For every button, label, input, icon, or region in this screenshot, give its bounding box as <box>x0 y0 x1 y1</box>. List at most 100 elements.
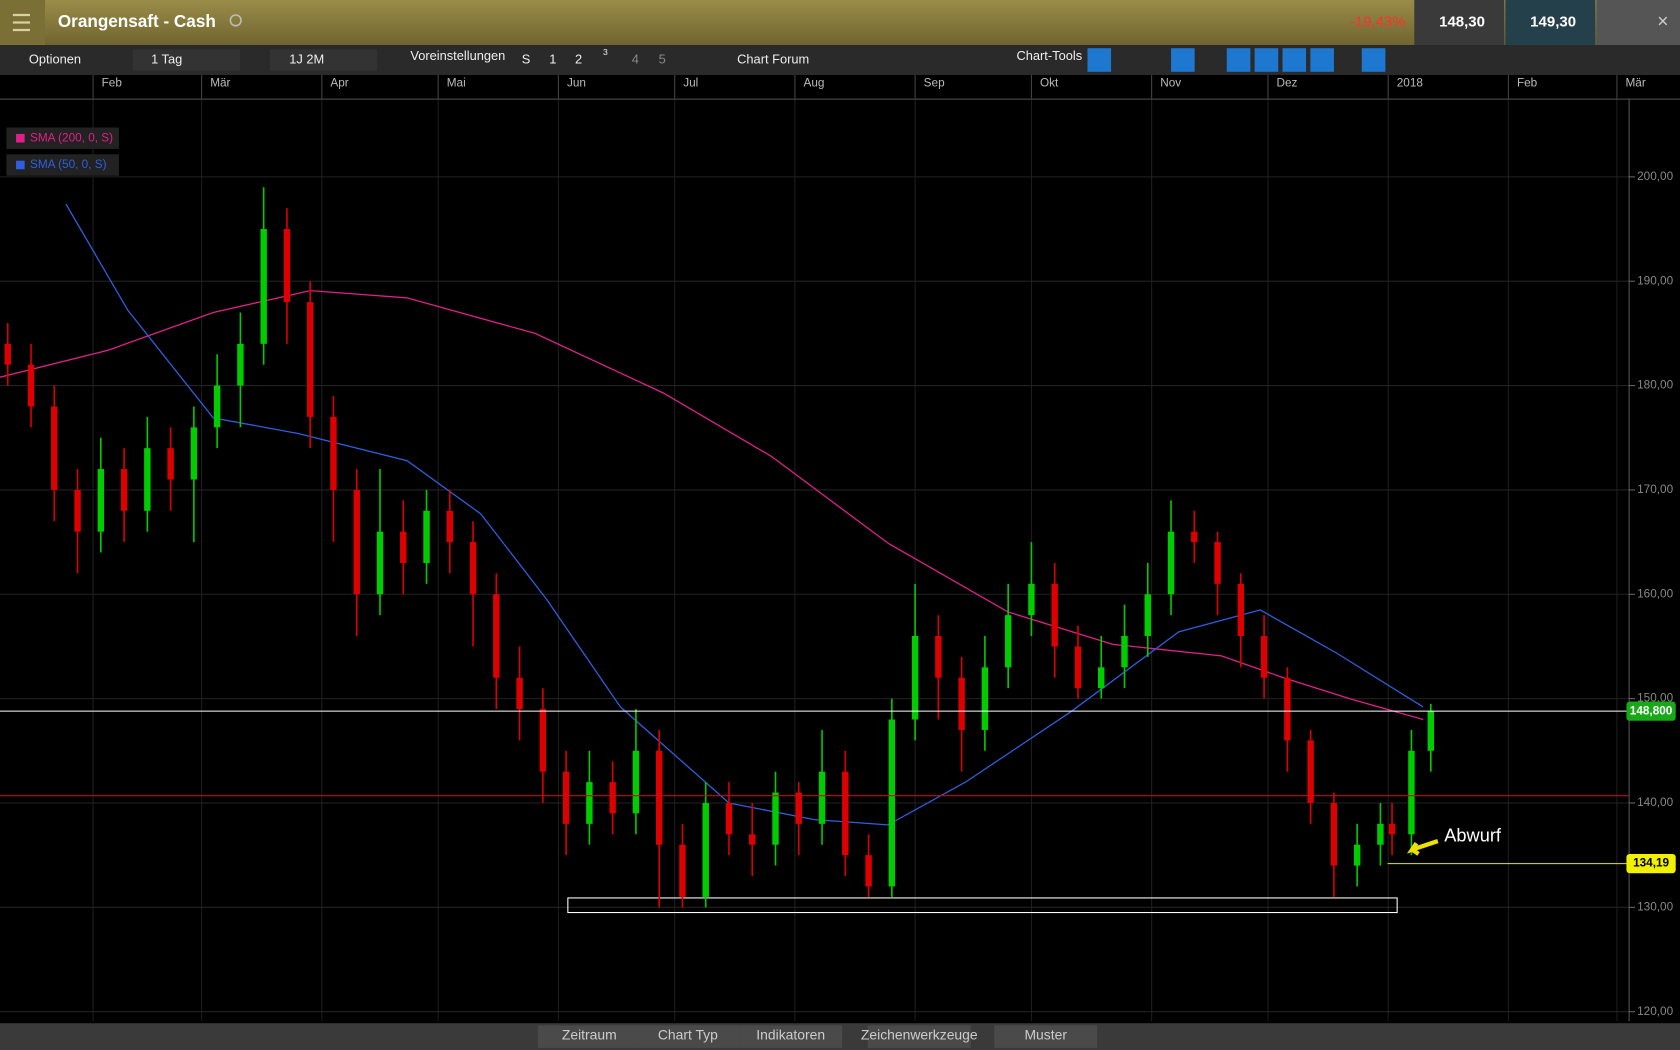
candle-body <box>306 302 314 417</box>
candle-body <box>609 782 616 814</box>
tool-button[interactable] <box>1361 48 1386 72</box>
legend-label: SMA (200, 0, S) <box>30 131 113 144</box>
legend-box[interactable] <box>6 127 119 149</box>
candle-body <box>655 750 663 845</box>
tool-button[interactable] <box>1254 48 1279 72</box>
change-percent: -19,43% <box>1350 13 1406 30</box>
footer-tab[interactable] <box>636 1025 740 1048</box>
preset-slot[interactable]: 5 <box>659 51 666 66</box>
footer-tab-label: Indikatoren <box>756 1027 825 1043</box>
search-icon[interactable] <box>229 14 242 27</box>
tool-button[interactable] <box>1087 48 1112 72</box>
candle-body <box>749 834 756 845</box>
preset-slots: S 1 2 3 4 5 <box>522 47 666 67</box>
x-tick-label: Apr <box>330 77 348 90</box>
candle-body <box>423 510 430 563</box>
x-tick-label: Feb <box>1517 77 1538 90</box>
candle-body <box>958 677 965 730</box>
footer-tab[interactable] <box>739 1025 843 1048</box>
y-tick-label: 170,00 <box>1637 483 1673 496</box>
candle-body <box>795 792 802 824</box>
footer-tab[interactable] <box>994 1025 1098 1048</box>
footer-tabs: Zeitraum Chart Typ Indikatoren Zeichenwerkz… <box>537 1025 1098 1048</box>
candle-body <box>400 531 407 563</box>
candle-body <box>330 416 337 490</box>
x-tick-label: Jun <box>567 77 586 90</box>
candle-body <box>190 427 198 480</box>
candle-body <box>1237 583 1245 637</box>
candle-body <box>144 448 151 511</box>
candle-body <box>632 750 640 814</box>
presets-button[interactable]: Voreinstellungen <box>410 48 505 63</box>
preset-slot[interactable]: 4 <box>632 51 639 66</box>
ask-price: 149,30 <box>1530 13 1576 30</box>
candle-body <box>1214 542 1221 584</box>
candle-body <box>911 636 919 720</box>
y-tick-label: 140,00 <box>1637 796 1673 809</box>
bid-price: 148,30 <box>1439 13 1485 30</box>
tool-button[interactable] <box>1226 48 1251 72</box>
candle-body <box>237 343 244 386</box>
candle-body <box>1330 802 1338 866</box>
candle-body <box>27 364 35 407</box>
x-tick-label: Mär <box>1626 77 1646 90</box>
candle-body <box>818 771 826 824</box>
x-tick-label: Sep <box>924 77 945 90</box>
forum-button[interactable]: Chart Forum <box>737 51 809 66</box>
candle-body <box>446 510 454 543</box>
window-controls <box>1596 0 1680 45</box>
candle-body <box>516 677 523 710</box>
candle-body <box>981 667 989 730</box>
candle-body <box>4 343 11 365</box>
candle-body <box>376 531 384 595</box>
preset-slot[interactable]: 1 <box>549 51 556 66</box>
interval-select[interactable] <box>132 49 240 71</box>
candle-body <box>1388 823 1396 835</box>
menu-icon <box>12 13 30 32</box>
range-text: 1J 2M <box>289 51 324 66</box>
toolbar <box>0 45 1680 75</box>
candle-body <box>1144 594 1151 637</box>
candle-body <box>935 636 942 678</box>
y-tick-label: 120,00 <box>1637 1005 1673 1018</box>
candle-body <box>51 406 58 490</box>
tool-button[interactable] <box>1310 48 1334 72</box>
options-button[interactable]: Optionen <box>29 51 81 66</box>
candle-body <box>1191 531 1198 543</box>
range-select[interactable] <box>270 49 378 71</box>
candle-body <box>1260 636 1268 678</box>
x-tick-label: 2018 <box>1397 77 1424 90</box>
y-tick-label: 130,00 <box>1637 900 1673 913</box>
candle-body <box>120 469 128 511</box>
candle-body <box>1028 583 1035 616</box>
preset-slot[interactable]: 2 <box>575 51 582 66</box>
footer-tab-label: Zeichenwerkzeuge <box>861 1027 978 1043</box>
y-tick-label: 180,00 <box>1637 379 1673 392</box>
legend-label: SMA (50, 0, S) <box>30 158 107 171</box>
tool-button[interactable] <box>1171 48 1195 72</box>
ask-box[interactable] <box>1505 0 1596 45</box>
preset-slot[interactable]: S <box>522 51 531 66</box>
bid-box[interactable] <box>1414 0 1505 45</box>
close-button[interactable]: × <box>1657 12 1668 33</box>
x-tick-label: Mär <box>210 77 230 90</box>
footer-tab[interactable] <box>867 1025 971 1048</box>
tool-button[interactable] <box>1282 48 1307 72</box>
footer-tab[interactable] <box>537 1025 641 1048</box>
y-tick-label: 190,00 <box>1637 274 1673 287</box>
candle-body <box>353 489 360 595</box>
candle-body <box>167 448 174 480</box>
footer-tab-label: Muster <box>1024 1027 1067 1043</box>
candle-body <box>842 771 849 856</box>
candle-body <box>562 771 570 824</box>
x-tick-label: Okt <box>1040 77 1059 90</box>
y-tick-label: 200,00 <box>1637 170 1673 183</box>
preset-slot[interactable]: 3 <box>603 47 608 57</box>
candle-body <box>1098 667 1105 689</box>
legend-box[interactable] <box>6 154 119 176</box>
candle-body <box>1051 583 1058 647</box>
candle-body <box>283 229 291 303</box>
tool-buttons <box>1087 48 1386 72</box>
y-tick-label: 160,00 <box>1637 587 1673 600</box>
support-zone <box>567 897 1398 914</box>
